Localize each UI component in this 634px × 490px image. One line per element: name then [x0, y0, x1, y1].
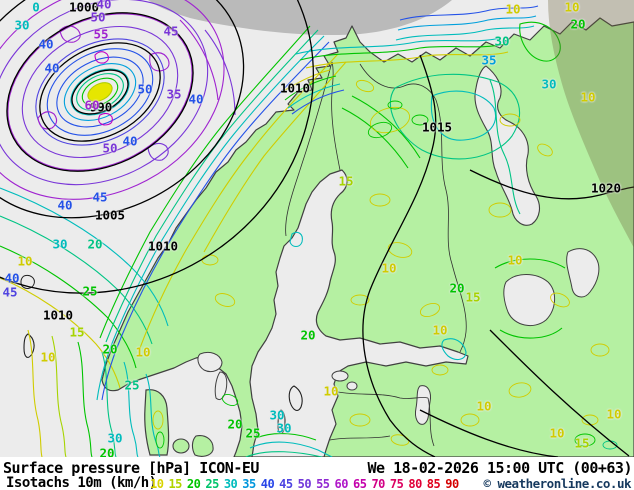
domain-dim-overlay — [548, 0, 634, 248]
isotach-scale-value: 60 — [334, 477, 349, 490]
isotach-swirl — [0, 0, 225, 200]
lake-vanern — [197, 351, 223, 373]
legend-bar: Surface pressure [hPa] ICON-EU We 18-02-… — [0, 457, 634, 490]
island-hiiumaa — [346, 381, 358, 391]
legend-subtitle: Isotachs 10m (km/h) — [6, 475, 157, 490]
isotach-color-scale: 10 15 20 25 30 35 40 45 50 55 60 65 70 75 80 85 90 — [150, 477, 464, 490]
isotach-scale-value: 55 — [316, 477, 330, 490]
isotach-scale-value: 80 — [408, 477, 422, 490]
isotach-scale-value: 45 — [279, 477, 293, 490]
lake-ladoga — [503, 274, 555, 327]
lake-onega — [566, 248, 600, 298]
lake-peipus — [415, 385, 431, 425]
isotach-scale-value: 15 — [168, 477, 182, 490]
isotach-scale-value: 40 — [260, 477, 275, 490]
weather-map-svg — [0, 0, 634, 457]
isotach-scale-value: 75 — [389, 477, 404, 490]
island-gotland — [288, 385, 303, 411]
isotach-scale-value: 25 — [205, 477, 219, 490]
land-funen — [172, 438, 190, 454]
lake-vattern — [214, 371, 228, 401]
land-zealand — [191, 435, 214, 457]
island-oland — [277, 409, 286, 434]
isotach-scale-value: 30 — [223, 477, 238, 490]
isotach-scale-value: 35 — [242, 477, 256, 490]
isotach-scale-value: 50 — [297, 477, 312, 490]
legend-datetime: We 18-02-2026 15:00 UTC (00+63) — [367, 459, 633, 477]
isotach-scale-value: 65 — [352, 477, 367, 490]
island-saaremaa — [331, 370, 349, 382]
legend-title: Surface pressure [hPa] ICON-EU — [3, 459, 259, 477]
isotach-scale-value: 10 — [150, 477, 164, 490]
isotach-scale-value: 85 — [426, 477, 441, 490]
isobars — [0, 0, 634, 457]
isotach-scale-value: 90 — [445, 477, 459, 490]
green-scribbles — [155, 100, 596, 449]
isotach-scale-value: 70 — [371, 477, 385, 490]
isotach-scale-value: 20 — [186, 477, 201, 490]
weather-map: 1000 990 1005 1010 1010 1010 1015 1020 0 30 40 50 55… — [0, 0, 634, 461]
sea-white-sea — [474, 65, 541, 226]
copyright-text: © weatheronline.co.uk — [483, 476, 631, 490]
sea-baltic — [249, 169, 469, 457]
